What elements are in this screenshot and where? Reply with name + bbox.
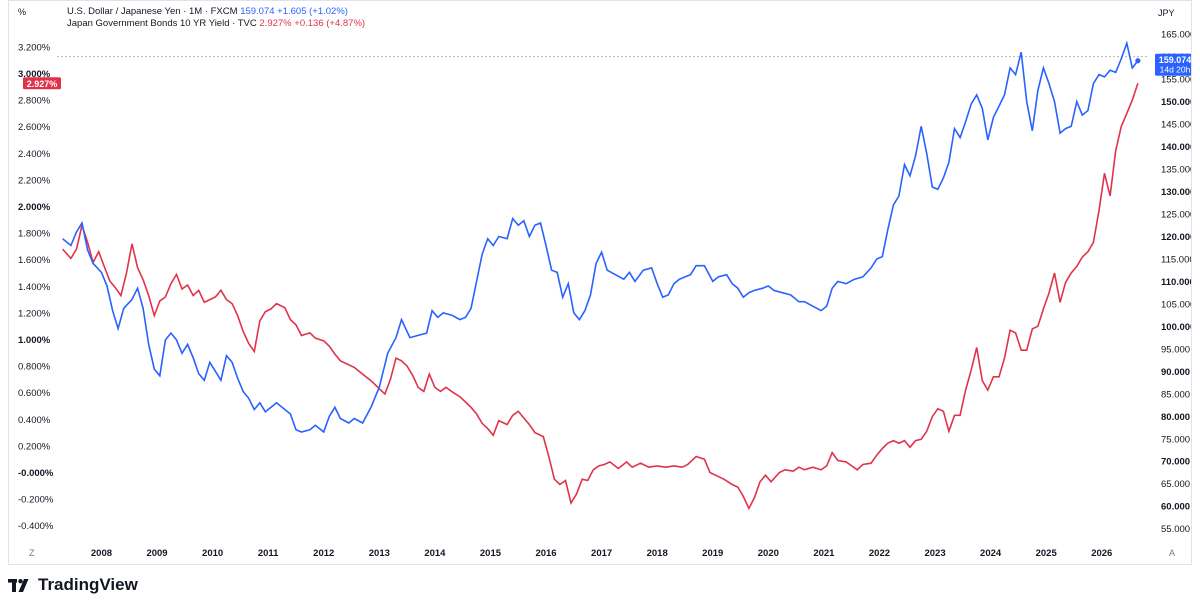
usdjpy-price-badge-value: 159.074 [1159,55,1191,65]
right-tick-label: 60.000 [1161,502,1190,513]
left-tick-label: 2.800% [18,96,51,107]
right-tick-label: 65.000 [1161,479,1190,490]
left-tick-label: 0.200% [18,441,51,452]
legend-series-usdjpy[interactable]: U.S. Dollar / Japanese Yen · 1M · FXCM 1… [67,6,348,17]
right-tick-label: 90.000 [1161,367,1190,378]
right-tick-label: 165.000 [1161,30,1191,41]
right-tick-label: 135.000 [1161,165,1191,176]
time-tick-label: 2016 [535,548,556,559]
left-tick-label: 2.600% [18,122,51,133]
tradingview-logo-text: TradingView [38,575,138,594]
time-tick-label: 2015 [480,548,502,559]
right-tick-label: 105.000 [1161,299,1191,310]
jgb-yield-badge [23,77,61,90]
right-tick-label: 115.000 [1161,254,1191,265]
left-tick-label: 2.000% [18,202,51,213]
usdjpy-last-point [1135,58,1141,64]
right-tick-label: 85.000 [1161,389,1190,400]
left-tick-label: -0.400% [18,521,54,532]
time-tick-label: 2010 [202,548,223,559]
left-tick-label: -0.000% [18,468,54,479]
right-tick-label: 95.000 [1161,344,1190,355]
tradingview-logo-icon [8,578,29,592]
left-tick-label: 1.800% [18,229,51,240]
left-axis: 3.200% 3.000% 2.800% 2.600% 2.400% 2.200% 2.00… [18,42,54,532]
time-tick-label: 2026 [1091,548,1112,559]
left-tick-label: 1.400% [18,282,51,293]
time-tick-label: 2011 [258,548,279,559]
time-tick-label: 2025 [1036,548,1058,559]
legend-usdjpy-name: U.S. Dollar / Japanese Yen · 1M · FXCM [67,6,238,17]
left-tick-label: 2.200% [18,175,51,186]
chart-plot[interactable]: 3.200% 3.000% 2.800% 2.600% 2.400% 2.200% 2.00… [9,1,1191,564]
left-tick-label: 1.200% [18,308,51,319]
bottom-left-label[interactable]: Z [29,548,35,558]
right-tick-label: 145.000 [1161,120,1191,131]
right-tick-label: 80.000 [1161,412,1190,423]
right-tick-label: 140.000 [1161,142,1191,153]
right-tick-label: 70.000 [1161,457,1190,468]
time-tick-label: 2013 [369,548,390,559]
left-tick-label: 2.400% [18,149,51,160]
legend-jgb-value: 2.927% [259,18,292,29]
usdjpy-price-badge-countdown: 14d 20h [1160,65,1191,75]
right-tick-label: 120.000 [1161,232,1191,243]
chart-frame[interactable]: 3.200% 3.000% 2.800% 2.600% 2.400% 2.200% 2.00… [8,0,1192,565]
right-tick-label: 155.000 [1161,75,1191,86]
usdjpy-line [62,40,1139,434]
time-tick-label: 2022 [869,548,890,559]
legend-usdjpy-change: +1.605 (+1.02%) [277,6,348,17]
left-tick-label: -0.200% [18,495,54,506]
time-tick-label: 2019 [702,548,723,559]
legend-jgb-change: +0.136 (+4.87%) [294,18,366,29]
jgb-yield-badge-value: 2.927% [27,79,58,89]
time-tick-label: 2023 [924,548,945,559]
time-tick-label: 2020 [758,548,779,559]
left-tick-label: 0.600% [18,388,51,399]
left-unit-label: % [18,7,27,17]
right-axis: 165.000160.000155.000150.000145.000140.0… [1161,30,1191,535]
time-tick-label: 2008 [91,548,112,559]
right-tick-label: 110.000 [1161,277,1191,288]
legend-jgb-name: Japan Government Bonds 10 YR Yield · TVC [67,18,257,29]
left-tick-label: 0.800% [18,362,51,373]
right-unit-label[interactable]: JPY [1158,8,1175,18]
right-tick-label: 130.000 [1161,187,1191,198]
left-tick-label: 0.400% [18,415,51,426]
time-tick-label: 2021 [813,548,835,559]
time-tick-label: 2017 [591,548,612,559]
legend-usdjpy-value: 159.074 [240,6,275,17]
bottom-right-label[interactable]: A [1169,548,1176,558]
jgb-yield-line [62,83,1139,511]
tradingview-logo[interactable]: TradingView [8,574,138,596]
legend-series-jgb[interactable]: Japan Government Bonds 10 YR Yield · TVC… [67,18,365,29]
time-tick-label: 2012 [313,548,334,559]
time-tick-label: 2018 [647,548,668,559]
left-tick-label: 3.200% [18,42,51,53]
right-tick-label: 125.000 [1161,209,1191,220]
left-tick-label: 1.000% [18,335,51,346]
usdjpy-price-badge [1155,53,1191,76]
right-tick-label: 150.000 [1161,97,1191,108]
time-tick-label: 2009 [146,548,167,559]
right-tick-label: 75.000 [1161,434,1190,445]
time-tick-label: 2024 [980,548,1002,559]
left-tick-label: 3.000% [18,69,51,80]
time-tick-label: 2014 [424,548,446,559]
right-tick-label: 55.000 [1161,524,1190,535]
time-axis: 2008 2009 2010 2011 2012 2013 2014 2015 2016 2017… [91,548,1112,559]
left-tick-label: 1.600% [18,255,51,266]
right-tick-label: 100.000 [1161,322,1191,333]
